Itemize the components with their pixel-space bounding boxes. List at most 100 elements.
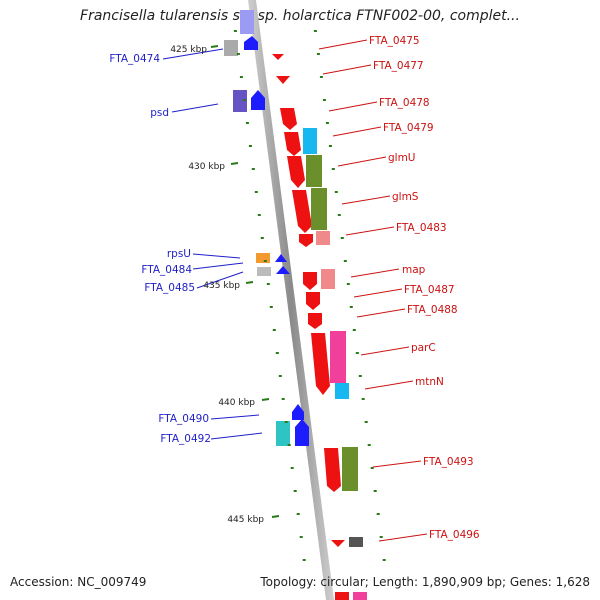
gene-block[interactable]: [321, 269, 335, 289]
gene-label-fta-0485[interactable]: FTA_0485: [144, 282, 195, 294]
guide-dash: [284, 421, 288, 423]
guide-dash: [340, 237, 344, 239]
gene-block[interactable]: [306, 155, 322, 187]
guide-dash: [287, 444, 291, 446]
gene-block[interactable]: [311, 188, 327, 230]
gene-block[interactable]: [349, 537, 363, 547]
gene-arrow[interactable]: [276, 266, 290, 274]
gene-label-fta-0488[interactable]: FTA_0488: [407, 304, 458, 316]
gene-arrow[interactable]: [299, 234, 313, 247]
leader-line: [171, 103, 219, 113]
gene-label-map[interactable]: map: [402, 264, 426, 276]
gene-block[interactable]: [256, 253, 270, 263]
right-leader-lines: [318, 39, 428, 542]
gene-block[interactable]: [330, 331, 346, 383]
gene-arrow[interactable]: [284, 132, 301, 156]
leader-line: [332, 126, 382, 137]
guide-dash: [299, 536, 303, 538]
gene-arrow[interactable]: [272, 54, 284, 60]
leader-line: [341, 195, 391, 205]
gene-label-fta-0492[interactable]: FTA_0492: [160, 433, 211, 445]
leader-line: [337, 156, 387, 167]
gene-arrow[interactable]: [280, 108, 297, 130]
gene-label-fta-0490[interactable]: FTA_0490: [158, 413, 209, 425]
leader-line: [353, 288, 403, 298]
gene-arrow[interactable]: [276, 76, 290, 84]
gene-arrow[interactable]: [295, 419, 309, 446]
gene-label-fta-0484[interactable]: FTA_0484: [141, 264, 192, 276]
guide-dash: [245, 122, 249, 124]
guide-dash: [325, 122, 329, 124]
guide-dash: [379, 536, 383, 538]
guide-dash: [355, 352, 359, 354]
guide-dash: [382, 559, 386, 561]
guide-dash: [319, 76, 323, 78]
gene-arrow[interactable]: [275, 254, 287, 262]
guide-dash: [242, 99, 246, 101]
gene-block[interactable]: [233, 90, 247, 112]
plus-strand-features: [272, 54, 367, 600]
leader-line: [356, 308, 406, 318]
gene-arrow[interactable]: [292, 190, 312, 233]
guide-dash: [269, 306, 273, 308]
gene-block[interactable]: [316, 231, 330, 245]
gene-label-fta-0483[interactable]: FTA_0483: [396, 222, 447, 234]
guide-dash: [316, 53, 320, 55]
gene-label-rpsu[interactable]: rpsU: [167, 248, 191, 260]
tick-label: 430 kbp: [188, 162, 225, 172]
gene-label-parc[interactable]: parC: [411, 342, 436, 354]
gene-label-fta-0475[interactable]: FTA_0475: [369, 35, 420, 47]
guide-dash: [293, 490, 297, 492]
gene-arrow[interactable]: [251, 90, 265, 110]
gene-label-fta-0487[interactable]: FTA_0487: [404, 284, 455, 296]
gene-block[interactable]: [224, 40, 238, 56]
gene-arrow[interactable]: [303, 272, 317, 290]
gene-label-fta-0474[interactable]: FTA_0474: [109, 53, 160, 65]
gene-label-fta-0477[interactable]: FTA_0477: [373, 60, 424, 72]
major-tick: [230, 162, 239, 165]
genome-title: Francisella tularensis subsp. holarctica…: [80, 8, 520, 24]
gene-block[interactable]: [335, 592, 349, 600]
leader-line: [322, 64, 372, 75]
guide-dash: [275, 352, 279, 354]
guide-dash: [328, 145, 332, 147]
gene-label-fta-0496[interactable]: FTA_0496: [429, 529, 480, 541]
guide-dash: [337, 214, 341, 216]
gene-label-mtnn[interactable]: mtnN: [415, 376, 444, 388]
gene-block[interactable]: [342, 447, 358, 491]
gene-arrow[interactable]: [244, 36, 258, 50]
gene-arrow[interactable]: [324, 448, 341, 492]
gene-block[interactable]: [240, 10, 254, 34]
gene-label-fta-0479[interactable]: FTA_0479: [383, 122, 434, 134]
gene-label-psd[interactable]: psd: [150, 107, 169, 119]
gene-arrow[interactable]: [308, 313, 322, 329]
gene-arrow[interactable]: [331, 540, 345, 547]
guide-dash: [358, 375, 362, 377]
guide-dash: [254, 191, 258, 193]
genome-info-label: Topology: circular; Length: 1,890,909 bp…: [260, 575, 590, 589]
guide-dash: [233, 30, 237, 32]
gene-block[interactable]: [276, 421, 290, 446]
gene-label-glms[interactable]: glmS: [392, 191, 419, 203]
gene-arrow[interactable]: [306, 292, 320, 310]
gene-label-fta-0493[interactable]: FTA_0493: [423, 456, 474, 468]
genome-backbone: [248, 0, 334, 600]
gene-arrow[interactable]: [292, 404, 304, 420]
guide-dash: [361, 398, 365, 400]
gene-label-glmu[interactable]: glmU: [388, 152, 416, 164]
gene-block[interactable]: [335, 383, 349, 399]
gene-block[interactable]: [257, 267, 271, 276]
guide-dash: [263, 260, 267, 262]
guide-dash: [296, 513, 300, 515]
leader-line: [364, 380, 414, 390]
gene-block[interactable]: [353, 592, 367, 600]
minus-strand-features: [224, 10, 309, 446]
guide-dash: [257, 214, 261, 216]
gene-label-fta-0478[interactable]: FTA_0478: [379, 97, 430, 109]
leader-line: [162, 48, 224, 60]
gene-arrow[interactable]: [287, 156, 305, 188]
gene-arrow[interactable]: [311, 333, 330, 395]
gene-block[interactable]: [303, 128, 317, 154]
guide-dash: [322, 99, 326, 101]
